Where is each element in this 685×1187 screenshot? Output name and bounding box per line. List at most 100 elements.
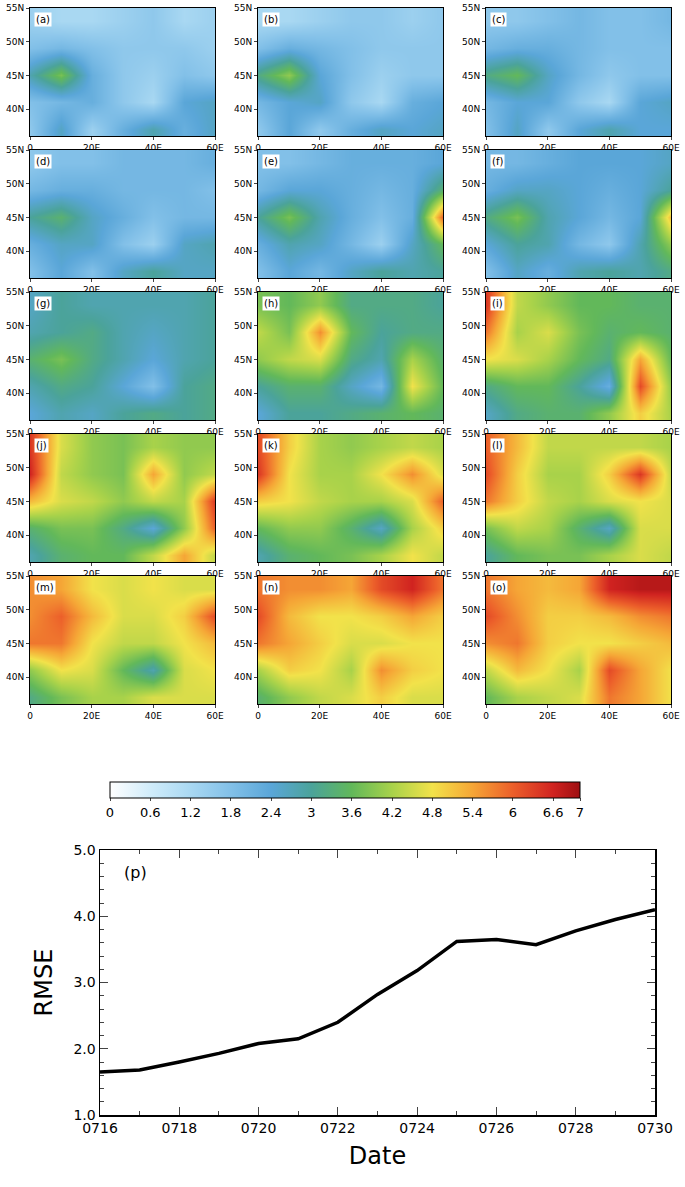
svg-text:4.2: 4.2: [382, 805, 403, 820]
svg-text:4.8: 4.8: [422, 805, 443, 820]
svg-text:50N: 50N: [462, 37, 480, 47]
svg-text:40N: 40N: [462, 104, 480, 114]
svg-text:20E: 20E: [539, 285, 556, 295]
svg-text:50N: 50N: [234, 463, 252, 473]
svg-text:60E: 60E: [662, 285, 679, 295]
svg-text:45N: 45N: [462, 71, 480, 81]
svg-text:0: 0: [483, 285, 489, 295]
svg-text:45N: 45N: [6, 71, 24, 81]
svg-text:55N: 55N: [234, 429, 252, 439]
svg-text:55N: 55N: [462, 287, 480, 297]
svg-text:45N: 45N: [462, 213, 480, 223]
svg-text:(c): (c): [492, 14, 505, 25]
svg-text:3.6: 3.6: [341, 805, 362, 820]
svg-text:40E: 40E: [145, 285, 162, 295]
svg-text:45N: 45N: [234, 497, 252, 507]
svg-text:20E: 20E: [83, 285, 100, 295]
svg-text:20E: 20E: [311, 569, 328, 579]
svg-text:(j): (j): [36, 440, 47, 451]
svg-text:20E: 20E: [311, 711, 328, 721]
svg-text:(g): (g): [36, 298, 50, 309]
svg-text:50N: 50N: [6, 463, 24, 473]
svg-text:50N: 50N: [6, 179, 24, 189]
svg-text:50N: 50N: [462, 321, 480, 331]
svg-text:20E: 20E: [311, 143, 328, 153]
svg-text:55N: 55N: [462, 145, 480, 155]
svg-text:2.0: 2.0: [73, 1041, 95, 1057]
svg-text:0: 0: [255, 285, 261, 295]
svg-text:(l): (l): [492, 440, 503, 451]
svg-text:40N: 40N: [6, 246, 24, 256]
svg-text:0720: 0720: [241, 1120, 277, 1136]
svg-text:55N: 55N: [462, 571, 480, 581]
svg-text:0722: 0722: [320, 1120, 356, 1136]
svg-text:0.6: 0.6: [140, 805, 161, 820]
svg-text:0: 0: [255, 427, 261, 437]
svg-text:40E: 40E: [601, 711, 618, 721]
svg-text:(e): (e): [264, 156, 278, 167]
svg-text:45N: 45N: [462, 639, 480, 649]
svg-text:40E: 40E: [373, 427, 390, 437]
svg-text:60E: 60E: [662, 569, 679, 579]
svg-text:6.6: 6.6: [543, 805, 564, 820]
svg-text:(k): (k): [264, 440, 278, 451]
svg-text:60E: 60E: [434, 285, 451, 295]
svg-text:3: 3: [307, 805, 315, 820]
svg-text:20E: 20E: [83, 143, 100, 153]
svg-text:40E: 40E: [601, 285, 618, 295]
svg-text:20E: 20E: [539, 427, 556, 437]
svg-text:40N: 40N: [234, 672, 252, 682]
svg-text:(a): (a): [36, 14, 50, 25]
svg-text:45N: 45N: [234, 213, 252, 223]
svg-text:60E: 60E: [434, 143, 451, 153]
svg-text:20E: 20E: [311, 285, 328, 295]
svg-text:0728: 0728: [558, 1120, 594, 1136]
svg-text:4.0: 4.0: [73, 908, 95, 924]
svg-text:40E: 40E: [373, 285, 390, 295]
svg-text:60E: 60E: [206, 569, 223, 579]
svg-text:0730: 0730: [637, 1120, 673, 1136]
svg-text:55N: 55N: [6, 3, 24, 13]
svg-text:50N: 50N: [6, 37, 24, 47]
svg-text:50N: 50N: [462, 179, 480, 189]
svg-text:45N: 45N: [462, 355, 480, 365]
svg-text:RMSE: RMSE: [30, 949, 58, 1017]
svg-text:60E: 60E: [434, 711, 451, 721]
svg-text:20E: 20E: [539, 711, 556, 721]
svg-text:0716: 0716: [82, 1120, 118, 1136]
svg-text:1.8: 1.8: [221, 805, 242, 820]
svg-text:50N: 50N: [462, 463, 480, 473]
svg-text:55N: 55N: [6, 429, 24, 439]
svg-text:0: 0: [255, 569, 261, 579]
svg-text:(o): (o): [492, 582, 506, 593]
svg-text:0718: 0718: [161, 1120, 197, 1136]
svg-text:40N: 40N: [462, 530, 480, 540]
svg-text:40N: 40N: [6, 530, 24, 540]
svg-text:40E: 40E: [601, 427, 618, 437]
svg-text:55N: 55N: [234, 145, 252, 155]
svg-text:50N: 50N: [234, 179, 252, 189]
svg-text:0: 0: [27, 143, 33, 153]
svg-text:(n): (n): [264, 582, 278, 593]
svg-text:55N: 55N: [234, 3, 252, 13]
svg-text:1.0: 1.0: [73, 1107, 95, 1123]
svg-text:20E: 20E: [83, 711, 100, 721]
svg-text:60E: 60E: [206, 427, 223, 437]
svg-text:0: 0: [27, 711, 33, 721]
svg-text:0: 0: [27, 285, 33, 295]
svg-text:60E: 60E: [662, 143, 679, 153]
svg-text:40E: 40E: [145, 427, 162, 437]
svg-text:60E: 60E: [206, 143, 223, 153]
svg-text:3.0: 3.0: [73, 974, 95, 990]
svg-text:0: 0: [483, 143, 489, 153]
svg-text:40N: 40N: [462, 388, 480, 398]
svg-text:40E: 40E: [373, 143, 390, 153]
svg-text:50N: 50N: [234, 321, 252, 331]
svg-text:45N: 45N: [462, 497, 480, 507]
svg-text:0726: 0726: [479, 1120, 515, 1136]
svg-text:40N: 40N: [234, 530, 252, 540]
svg-text:45N: 45N: [234, 71, 252, 81]
svg-text:50N: 50N: [6, 321, 24, 331]
svg-text:(h): (h): [264, 298, 278, 309]
svg-text:(p): (p): [124, 863, 147, 882]
